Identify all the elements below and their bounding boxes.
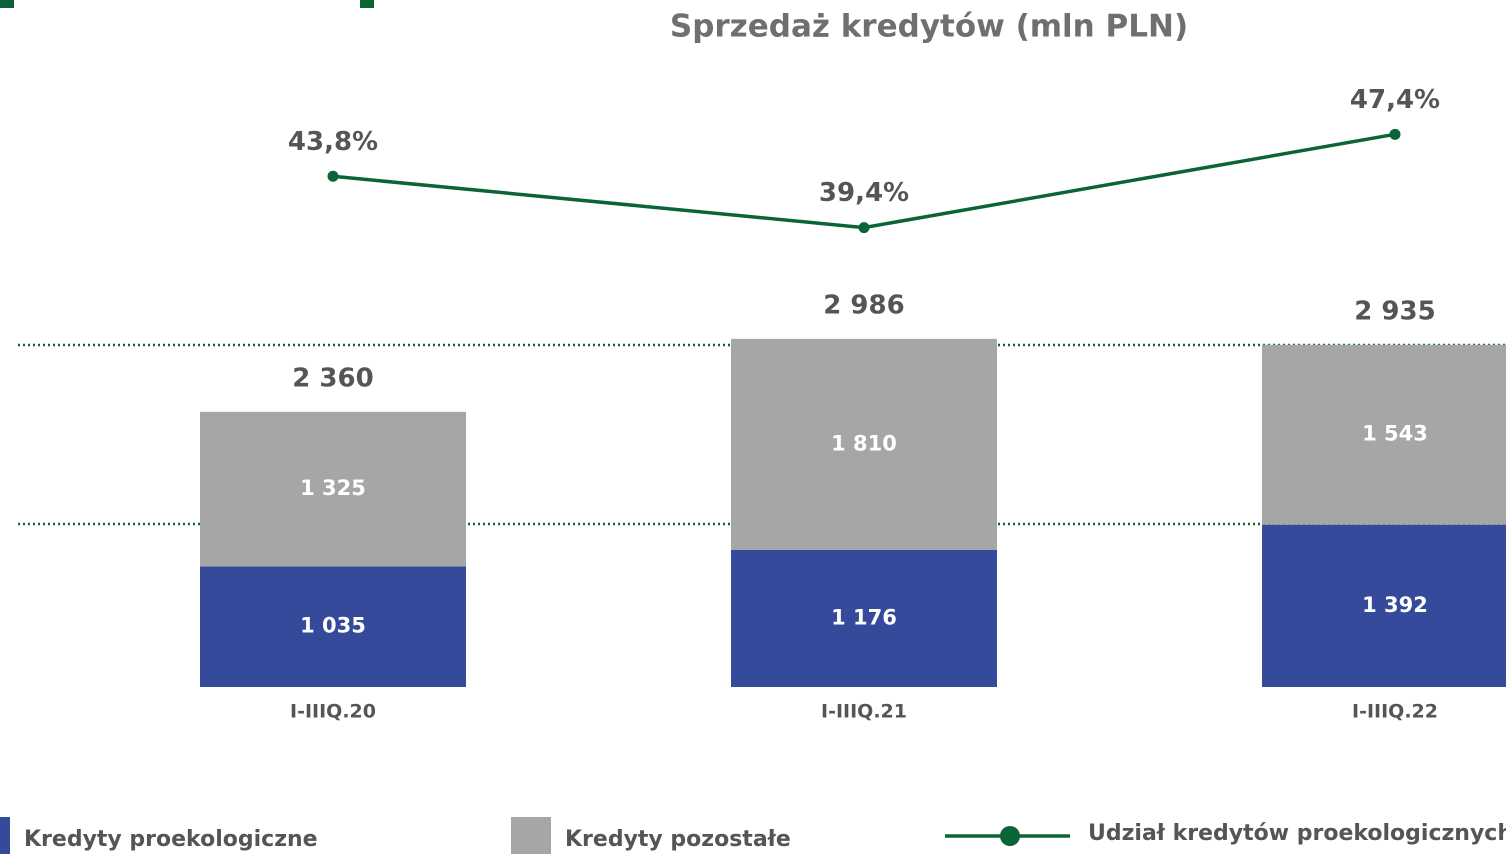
bar-value-label: 1 392 (1362, 593, 1428, 617)
legend-swatch (511, 817, 551, 854)
x-tick-label: I-IIIQ.21 (821, 701, 907, 723)
bar-segment (1262, 344, 1506, 525)
total-label: 2 986 (823, 290, 904, 320)
bar-segment (200, 566, 466, 687)
logo-fragment (360, 0, 374, 8)
line-value-label: 43,8% (288, 127, 378, 157)
legend-marker (1000, 826, 1020, 846)
logo-fragment (0, 0, 14, 8)
bar-value-label: 1 810 (831, 431, 897, 455)
line-point (327, 170, 339, 182)
line-point (1389, 128, 1401, 140)
x-tick-label: I-IIIQ.22 (1352, 701, 1438, 723)
bar-value-label: 1 035 (300, 614, 366, 638)
chart-title: Sprzedaż kredytów (mln PLN) (670, 9, 1188, 45)
line-value-label: 39,4% (819, 178, 909, 208)
bar-value-label: 1 325 (300, 476, 366, 500)
total-label: 2 360 (292, 363, 373, 393)
bar-value-label: 1 543 (1362, 422, 1428, 446)
bar-value-label: 1 176 (831, 605, 897, 629)
line-point (858, 222, 870, 234)
legend-swatch (0, 817, 10, 854)
bar-segment (1262, 524, 1506, 687)
legend-label: Kredyty proekologiczne (24, 827, 318, 852)
total-label: 2 935 (1354, 296, 1435, 326)
line-value-label: 47,4% (1350, 85, 1440, 115)
x-tick-label: I-IIIQ.20 (290, 701, 376, 723)
bar-segment (200, 411, 466, 567)
bar-segment (731, 338, 997, 550)
legend-label: Udział kredytów proekologicznych (1088, 821, 1506, 846)
bar-segment (731, 549, 997, 687)
legend-label: Kredyty pozostałe (565, 827, 791, 852)
